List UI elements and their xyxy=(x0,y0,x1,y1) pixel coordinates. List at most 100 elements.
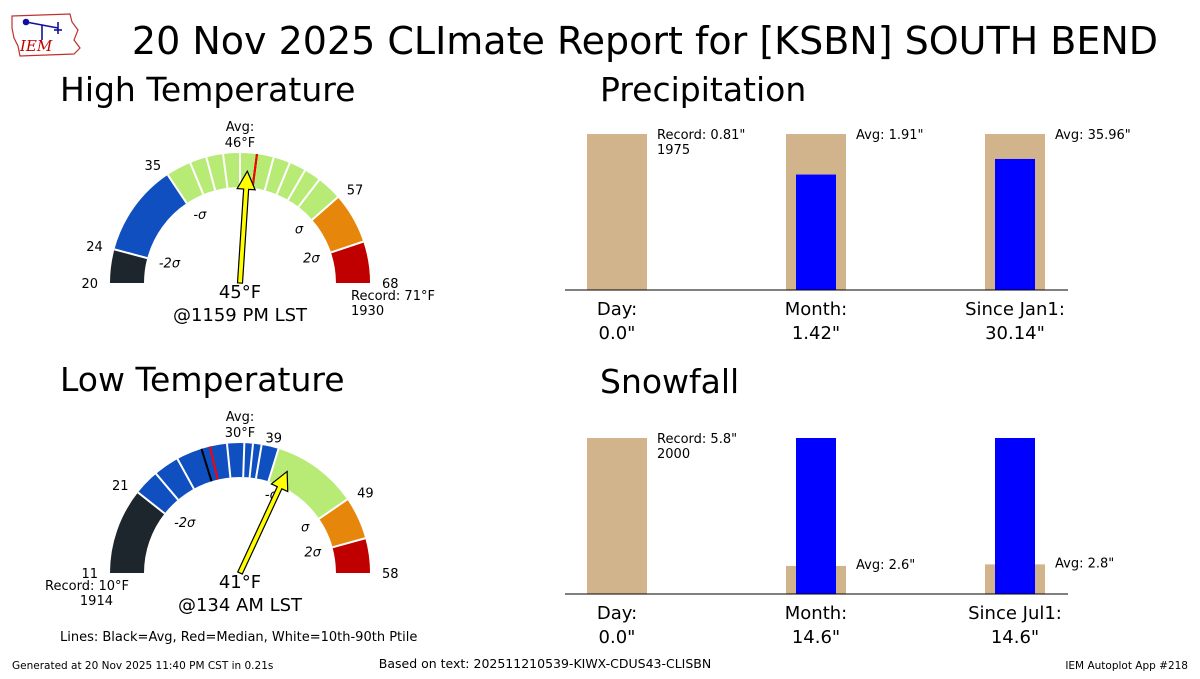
percentile-line xyxy=(176,458,195,490)
gauge-tick-label: 35 xyxy=(145,159,162,174)
percentile-line xyxy=(189,162,205,195)
gauge-tick-label: 57 xyxy=(347,183,364,198)
avg-label: Avg: xyxy=(226,410,254,425)
median-line xyxy=(251,153,258,188)
observed-value: 45°F xyxy=(219,282,261,303)
percentile-line xyxy=(225,443,232,478)
observed-bar xyxy=(796,174,836,290)
observed-bar xyxy=(995,158,1035,290)
gauge-title: High Temperature xyxy=(60,70,355,109)
sigma-label: -σ xyxy=(193,208,207,223)
band-separator xyxy=(166,174,188,204)
observed-bar xyxy=(995,438,1035,594)
app-label: IEM Autoplot App #218 xyxy=(1065,660,1188,672)
category-value: 0.0" xyxy=(599,627,636,648)
sigma-label: σ xyxy=(301,520,310,535)
sigma-label: 2σ xyxy=(304,546,321,561)
category-label: Since Jan1: xyxy=(965,299,1065,320)
sigma-label: -2σ xyxy=(174,516,196,531)
band-separator xyxy=(332,537,366,549)
sigma-band xyxy=(268,448,348,519)
gauge-tick-label: 20 xyxy=(81,277,98,292)
category-label: Day: xyxy=(597,603,637,624)
bar-annotation: Record: 0.81" xyxy=(657,128,745,143)
gauge-tick-label: 39 xyxy=(266,431,283,446)
observed-time: @1159 PM LST xyxy=(173,305,308,326)
bar-annotation-year: 1975 xyxy=(657,143,690,158)
percentile-line xyxy=(205,157,217,191)
bar-chart-title: Precipitation xyxy=(600,70,806,109)
record-label: Record: 10°F xyxy=(45,579,129,594)
percentile-line xyxy=(263,157,275,191)
bar-chart-title: Snowfall xyxy=(600,362,739,401)
weather-station-icon xyxy=(22,18,62,40)
observed-value: 41°F xyxy=(219,572,261,593)
sigma-band xyxy=(110,492,165,573)
band-separator xyxy=(267,448,280,482)
category-value: 14.6" xyxy=(991,627,1039,648)
avg-value-label: 46°F xyxy=(225,136,256,151)
percentile-line xyxy=(222,153,229,188)
category-label: Month: xyxy=(785,603,847,624)
iowa-outline-icon xyxy=(11,13,81,57)
category-label: Since Jul1: xyxy=(968,603,1062,624)
record-label: Record: 71°F xyxy=(351,289,435,304)
percentile-line xyxy=(254,444,263,479)
gauge-tick-label: 58 xyxy=(382,567,399,582)
bar-annotation: Avg: 2.8" xyxy=(1055,556,1114,571)
bar-annotation: Avg: 1.91" xyxy=(856,128,924,143)
report-title: 20 Nov 2025 CLImate Report for [KSBN] SO… xyxy=(132,19,1158,63)
gauge-tick-label: 24 xyxy=(86,240,103,255)
record-year: 1914 xyxy=(80,594,113,609)
record-year: 1930 xyxy=(351,304,384,319)
bar-annotation: Avg: 2.6" xyxy=(856,558,915,573)
category-value: 0.0" xyxy=(599,323,636,344)
band-separator xyxy=(137,491,166,515)
category-label: Day: xyxy=(597,299,637,320)
snowfall-bar-chart: Snowfall Record: 5.8"2000 Day: 0.0" Avg: 2.6… xyxy=(565,362,1114,648)
category-value: 30.14" xyxy=(985,323,1045,344)
sigma-band-upper xyxy=(332,538,370,573)
gauge-tick-label: 11 xyxy=(81,567,98,582)
bar-annotation: Record: 5.8" xyxy=(657,432,737,447)
avg-line xyxy=(200,448,213,482)
sigma-band xyxy=(114,174,187,259)
avg-value-label: 30°F xyxy=(225,426,256,441)
legend-note: Lines: Black=Avg, Red=Median, White=10th… xyxy=(60,630,417,645)
gauge-tick-label: 49 xyxy=(357,487,374,502)
gauge-needle xyxy=(236,470,289,575)
category-label: Month: xyxy=(785,299,847,320)
percentile-line xyxy=(242,443,246,478)
observed-bar xyxy=(796,438,836,594)
sigma-label: 2σ xyxy=(303,251,320,266)
band-separator xyxy=(318,498,348,520)
percentile-line xyxy=(297,179,320,208)
avg-bar xyxy=(587,134,647,290)
gauge-tick-label: 68 xyxy=(382,277,399,292)
avg-label: Avg: xyxy=(226,120,254,135)
gauge-title: Low Temperature xyxy=(60,360,345,399)
bar-annotation: Avg: 35.96" xyxy=(1055,128,1131,143)
category-value: 1.42" xyxy=(792,323,840,344)
observed-time: @134 AM LST xyxy=(178,595,303,616)
gauge-needle xyxy=(236,169,257,284)
median-line xyxy=(208,446,219,480)
sigma-band-upper xyxy=(331,241,370,283)
high-temperature-gauge: High Temperature 20 24 35 57 68 -2σ -σ σ 2σ Avg:46… xyxy=(60,70,435,326)
sigma-band xyxy=(110,249,148,283)
based-on-text: Based on text: 202511210539-KIWX-CDUS43-… xyxy=(379,656,711,671)
percentile-line xyxy=(155,473,179,501)
logo-text: IEM xyxy=(19,37,53,55)
avg-bar xyxy=(587,438,647,594)
iem-logo: IEM xyxy=(11,13,81,57)
band-separator xyxy=(114,248,148,260)
gauge-tick-label: 21 xyxy=(112,479,129,494)
precipitation-bar-chart: Precipitation Record: 0.81"1975 Day: 0.0" Av… xyxy=(565,70,1131,344)
percentile-line xyxy=(287,169,306,201)
percentile-line xyxy=(275,162,291,195)
bar-annotation-year: 2000 xyxy=(657,447,690,462)
band-separator xyxy=(311,196,339,221)
sigma-label: σ xyxy=(295,223,304,238)
